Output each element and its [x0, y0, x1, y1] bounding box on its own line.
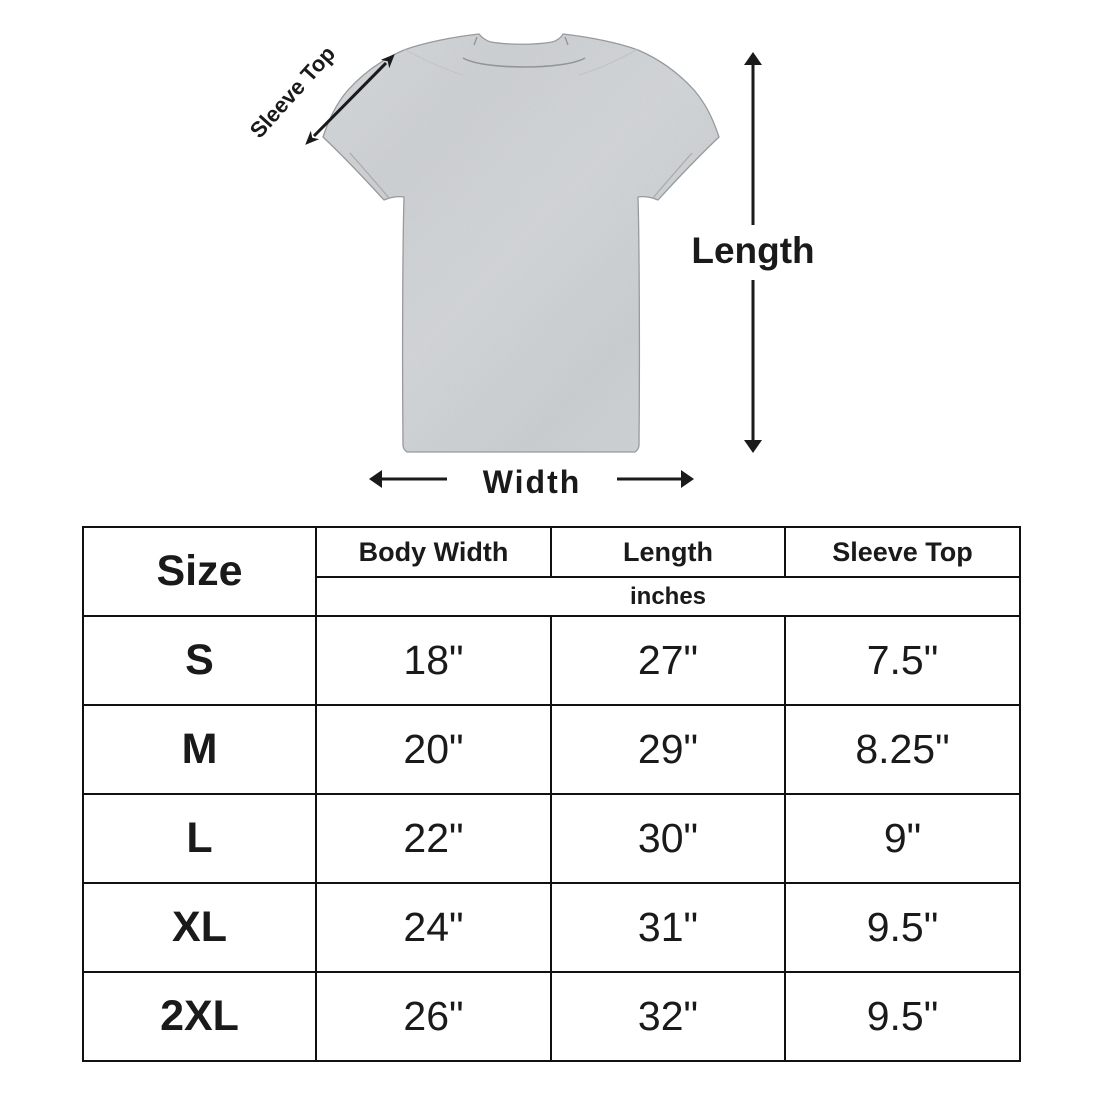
svg-text:Width: Width — [483, 464, 582, 500]
svg-text:Length: Length — [691, 230, 814, 271]
